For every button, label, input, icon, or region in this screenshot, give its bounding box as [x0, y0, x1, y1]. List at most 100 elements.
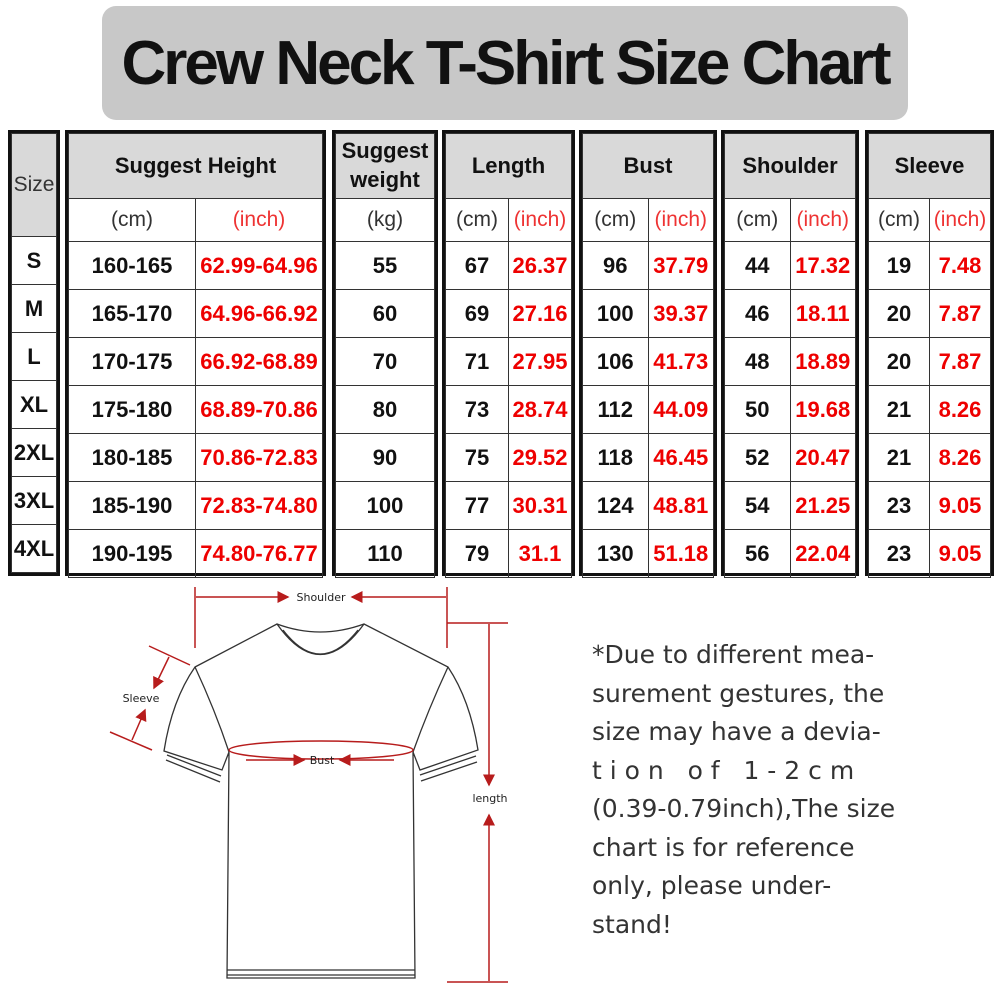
cell-weight-kg: 100	[335, 481, 435, 530]
table-row: 23 9.05	[868, 481, 991, 530]
cell-shoulder-in: 17.32	[789, 241, 856, 290]
note-line: *Due to different mea-	[592, 640, 875, 669]
table-row: 21 8.26	[868, 385, 991, 434]
table-row: 69 27.16	[445, 289, 572, 338]
column-header: Sleeve	[868, 133, 991, 199]
cell-length-in: 27.16	[508, 289, 572, 338]
table-row: 106 41.73	[582, 337, 714, 386]
column-header: Suggest Height	[68, 133, 323, 199]
sleeve-label: Sleeve	[123, 692, 160, 705]
cell-size: 4XL	[11, 524, 57, 573]
column-header: Bust	[582, 133, 714, 199]
table-row: 112 44.09	[582, 385, 714, 434]
table-row: 52 20.47	[724, 433, 856, 482]
cell-size: L	[11, 332, 57, 381]
cell-sleeve-in: 9.05	[929, 529, 991, 578]
cell-length-in: 30.31	[508, 481, 572, 530]
table-row: 4XL	[11, 524, 57, 573]
cell-height-cm: 165-170	[68, 289, 196, 338]
cell-shoulder-cm: 54	[724, 481, 791, 530]
title-banner: Crew Neck T-Shirt Size Chart	[102, 6, 908, 120]
cell-length-in: 31.1	[508, 529, 572, 578]
table-row: 170-175 66.92-68.89	[68, 337, 323, 386]
table-row: 54 21.25	[724, 481, 856, 530]
table-row: 20 7.87	[868, 289, 991, 338]
note-line: stand!	[592, 909, 672, 939]
length-label: length	[472, 792, 507, 805]
unit-label: (inch)	[508, 198, 572, 242]
cell-sleeve-cm: 20	[868, 337, 930, 386]
table-row: L	[11, 332, 57, 381]
table-group-suggest-height: Suggest Height (cm) (inch) 160-165 62.99-64.…	[65, 130, 326, 578]
chart-title: Crew Neck T-Shirt Size Chart	[121, 28, 891, 98]
cell-bust-cm: 106	[582, 337, 649, 386]
cell-weight-kg: 55	[335, 241, 435, 290]
cell-shoulder-in: 20.47	[789, 433, 856, 482]
cell-shoulder-in: 19.68	[789, 385, 856, 434]
cell-size: M	[11, 284, 57, 333]
cell-shoulder-in: 18.89	[789, 337, 856, 386]
cell-bust-cm: 112	[582, 385, 649, 434]
table-row: 20 7.87	[868, 337, 991, 386]
table-row: 130 51.18	[582, 529, 714, 578]
table-row: 79 31.1	[445, 529, 572, 578]
table-row: 96 37.79	[582, 241, 714, 290]
cell-sleeve-in: 7.87	[929, 337, 991, 386]
cell-height-in: 66.92-68.89	[195, 337, 323, 386]
cell-length-cm: 75	[445, 433, 509, 482]
cell-bust-in: 48.81	[647, 481, 714, 530]
cell-shoulder-cm: 52	[724, 433, 791, 482]
table-row: 118 46.45	[582, 433, 714, 482]
table-row: 165-170 64.96-66.92	[68, 289, 323, 338]
table-group-suggest-weight: Suggest weight (kg) 55 60 70 80 90 100 110	[332, 130, 438, 578]
cell-height-cm: 190-195	[68, 529, 196, 578]
cell-sleeve-in: 7.87	[929, 289, 991, 338]
cell-height-cm: 180-185	[68, 433, 196, 482]
cell-length-cm: 71	[445, 337, 509, 386]
cell-shoulder-cm: 50	[724, 385, 791, 434]
cell-length-in: 26.37	[508, 241, 572, 290]
cell-height-in: 68.89-70.86	[195, 385, 323, 434]
table-row: 56 22.04	[724, 529, 856, 578]
table-row: 77 30.31	[445, 481, 572, 530]
cell-bust-cm: 124	[582, 481, 649, 530]
unit-label: (cm)	[445, 198, 509, 242]
table-row: 67 26.37	[445, 241, 572, 290]
table-row: 2XL	[11, 428, 57, 477]
cell-size: S	[11, 236, 57, 285]
table-group-bust: Bust (cm) (inch) 96 37.79 100 39.37 106 41.73 112…	[579, 130, 717, 578]
table-row: 124 48.81	[582, 481, 714, 530]
table-group-sleeve: Sleeve (cm) (inch) 19 7.48 20 7.87 20 7.87 21 8.26…	[865, 130, 994, 578]
note-line: surement gestures, the	[592, 678, 885, 708]
column-header: Length	[445, 133, 572, 199]
measure-lines	[109, 587, 508, 983]
cell-length-cm: 67	[445, 241, 509, 290]
cell-shoulder-cm: 46	[724, 289, 791, 338]
table-row: 3XL	[11, 476, 57, 525]
cell-length-cm: 77	[445, 481, 509, 530]
table-group-length: Length (cm) (inch) 67 26.37 69 27.16 71 27.95 73 2…	[442, 130, 575, 578]
cell-sleeve-in: 8.26	[929, 385, 991, 434]
table-row: 70	[335, 337, 435, 386]
table-row: 110	[335, 529, 435, 578]
cell-bust-in: 51.18	[647, 529, 714, 578]
unit-label: (cm)	[68, 198, 196, 242]
cell-shoulder-cm: 56	[724, 529, 791, 578]
size-note: *Due to different mea- surement gestures…	[592, 636, 895, 944]
cell-shoulder-cm: 44	[724, 241, 791, 290]
table-row: 80	[335, 385, 435, 434]
cell-bust-in: 39.37	[647, 289, 714, 338]
table-row: XL	[11, 380, 57, 429]
bust-label: Bust	[310, 754, 335, 767]
note-line: only, please under-	[592, 871, 832, 900]
table-row: 23 9.05	[868, 529, 991, 578]
cell-shoulder-cm: 48	[724, 337, 791, 386]
cell-length-in: 27.95	[508, 337, 572, 386]
cell-size: 3XL	[11, 476, 57, 525]
cell-length-in: 28.74	[508, 385, 572, 434]
cell-height-in: 70.86-72.83	[195, 433, 323, 482]
unit-label: (inch)	[929, 198, 991, 242]
table-row: 21 8.26	[868, 433, 991, 482]
cell-height-cm: 160-165	[68, 241, 196, 290]
